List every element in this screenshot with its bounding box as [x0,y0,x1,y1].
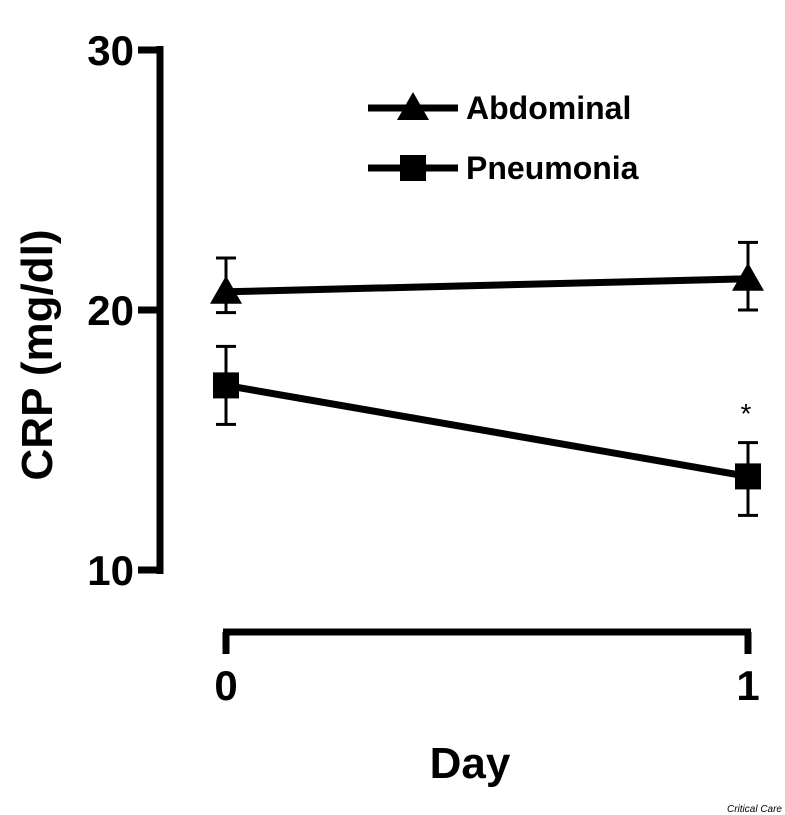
data-point [732,262,764,291]
legend: Abdominal Pneumonia [368,90,639,186]
legend-item-abdominal: Abdominal [368,90,631,126]
annotations: * [741,398,752,429]
y-tick-label: 10 [87,547,134,594]
legend-label: Abdominal [466,90,631,126]
y-tick-label: 20 [87,287,134,334]
legend-label: Pneumonia [466,150,639,186]
series-abdominal [210,240,764,315]
y-tick-label: 30 [87,27,134,74]
series-layer [210,240,764,517]
x-tick-label: 1 [736,662,759,709]
series-line [225,381,749,480]
series-pneumonia [213,344,761,517]
series-line [225,275,749,296]
legend-marker [397,92,429,120]
x-tick-label: 0 [214,662,237,709]
y-axis-title: CRP (mg/dl) [13,230,62,481]
x-axis-title: Day [430,739,511,788]
credit-text: Critical Care [727,804,782,815]
y-axis: 10 20 30 [87,27,164,594]
legend-item-pneumonia: Pneumonia [368,150,639,186]
legend-marker [400,155,426,181]
data-point [210,275,242,304]
significance-marker: * [741,398,752,429]
data-point [213,372,239,399]
data-point [735,463,761,490]
